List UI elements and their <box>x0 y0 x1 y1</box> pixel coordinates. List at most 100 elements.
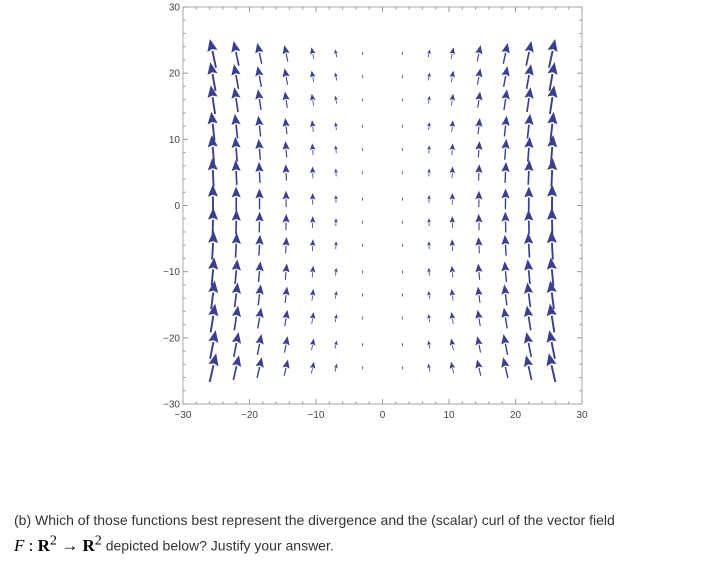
vector-arrow <box>309 361 316 374</box>
vector-arrow <box>524 232 534 258</box>
vector-arrow <box>334 122 338 131</box>
vector-arrow <box>449 47 455 60</box>
vector-arrow <box>231 305 242 331</box>
vector-arrow <box>361 293 364 297</box>
vector-arrow <box>282 117 290 135</box>
vector-arrow <box>334 340 338 349</box>
vector-arrow <box>401 342 404 347</box>
vector-arrow <box>427 267 431 276</box>
vector-arrow <box>401 316 404 320</box>
vector-arrow <box>232 355 242 381</box>
question-line-1: (b) Which of those functions best repres… <box>14 512 615 528</box>
math-r-codomain: R <box>82 535 95 555</box>
vector-arrow <box>231 87 241 113</box>
vector-arrow <box>208 230 219 260</box>
vector-arrow <box>361 147 364 151</box>
vector-arrow <box>361 74 364 79</box>
question-text: (b) Which of those functions best repres… <box>14 512 719 556</box>
axis-ticks <box>182 6 583 405</box>
x-tick-label: −20 <box>241 410 258 421</box>
vector-arrow <box>309 265 316 278</box>
y-tick-label: 30 <box>169 3 181 14</box>
vector-arrow <box>501 138 510 160</box>
vector-arrow <box>361 342 364 347</box>
vector-arrow <box>282 91 290 108</box>
vector-arrow <box>501 89 510 111</box>
vector-arrow <box>546 303 557 333</box>
vector-arrow <box>475 309 483 327</box>
vector-arrow <box>361 316 364 320</box>
vector-arrow <box>501 188 510 210</box>
vector-arrow <box>449 143 456 156</box>
vector-arrow <box>255 42 264 64</box>
vector-arrow <box>310 93 316 106</box>
vector-arrow <box>208 303 219 333</box>
vector-arrow <box>334 194 338 203</box>
vector-arrow <box>255 138 264 160</box>
vector-arrow <box>361 220 364 224</box>
vector-arrow <box>501 115 510 137</box>
vector-arrow <box>427 314 431 322</box>
vector-arrow <box>449 288 456 301</box>
vector-arrow <box>310 120 316 133</box>
vector-arrow <box>309 143 316 156</box>
vector-arrow <box>449 192 456 205</box>
vector-arrow <box>361 243 364 247</box>
vector-arrow <box>547 85 558 115</box>
vector-arrow <box>255 115 264 137</box>
vector-arrow <box>255 284 264 306</box>
vector-arrow <box>334 218 338 226</box>
vector-arrow <box>231 186 241 212</box>
vector-arrow <box>207 158 218 187</box>
vector-arrow <box>310 47 316 60</box>
vector-arrow <box>475 237 483 254</box>
vector-arrow <box>282 263 290 280</box>
vector-arrow <box>546 230 557 260</box>
vector-arrow <box>282 213 290 231</box>
vector-arrow <box>255 89 264 111</box>
vector-arrow <box>524 282 534 308</box>
vector-arrow <box>427 241 431 250</box>
x-tick-label: 10 <box>443 410 455 421</box>
x-tick-label: 20 <box>510 410 522 421</box>
vector-arrow <box>524 160 534 185</box>
vector-arrow <box>475 117 483 135</box>
vector-arrow <box>255 307 264 329</box>
vector-arrow <box>449 166 456 179</box>
math-colon: : <box>24 535 38 555</box>
vector-arrow <box>547 38 558 68</box>
vector-arrow <box>255 162 264 183</box>
vector-arrow <box>334 314 338 322</box>
y-tick-label: −10 <box>163 267 180 278</box>
vector-arrow <box>255 357 264 379</box>
vector-arrow <box>231 232 241 258</box>
vector-arrow <box>361 365 364 370</box>
vector-arrow <box>309 166 316 179</box>
vector-arrow <box>449 239 456 252</box>
vector-arrow <box>427 363 431 372</box>
vector-arrow <box>427 290 431 299</box>
vector-arrow <box>282 286 290 304</box>
vector-arrow <box>449 338 456 351</box>
vector-arrow <box>546 207 558 237</box>
vector-arrow <box>523 305 534 331</box>
map-notation: F : R2 → R2 <box>14 532 102 555</box>
vector-arrow <box>361 97 364 102</box>
vector-arrow <box>207 111 218 141</box>
vector-arrow <box>501 357 510 379</box>
vector-arrow <box>475 359 483 376</box>
vector-arrow <box>475 336 483 353</box>
vector-arrow <box>401 243 404 247</box>
vector-arrow <box>475 190 483 208</box>
axis-tick-labels: −30 −20 −10 0 10 20 30 −30 −20 −10 0 10 20 30 <box>163 3 588 422</box>
vector-arrow <box>401 97 404 102</box>
math-f: F <box>14 535 25 555</box>
vector-arrow <box>310 70 316 83</box>
vector-arrow <box>501 211 510 233</box>
vector-arrow <box>449 265 456 278</box>
vector-arrow <box>255 261 264 283</box>
vector-arrow <box>361 170 364 175</box>
vector-arrow <box>309 216 316 228</box>
vector-arrow <box>427 168 431 177</box>
vector-arrow <box>546 330 557 359</box>
